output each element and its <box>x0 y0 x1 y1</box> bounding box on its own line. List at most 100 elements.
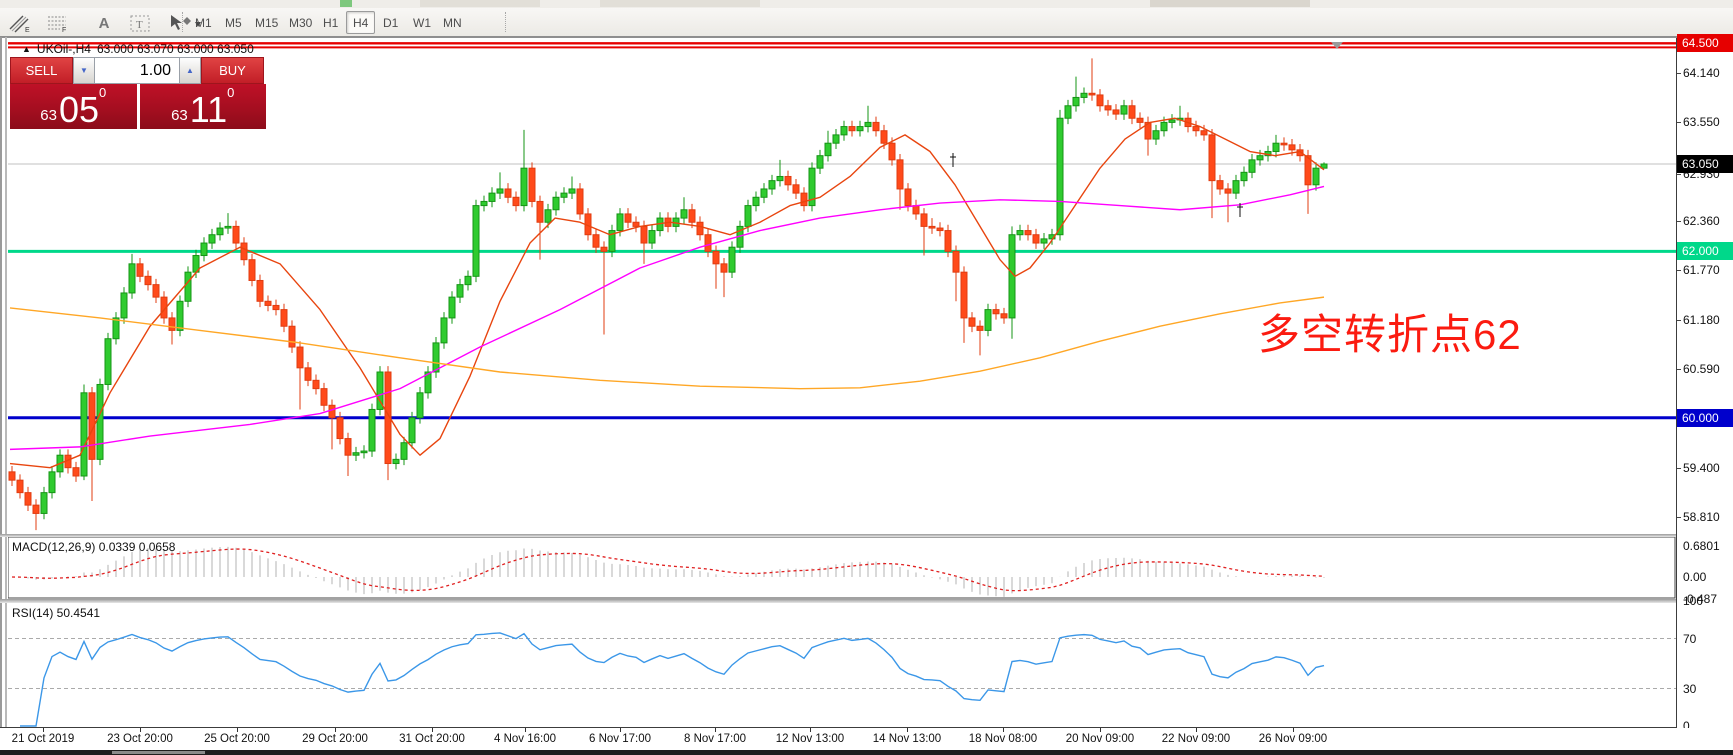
price-tick-label: 59.400 <box>1683 460 1720 475</box>
date-label: 12 Nov 13:00 <box>775 733 845 745</box>
sell-price-button[interactable]: 63 05 0 <box>10 84 137 129</box>
drawing-and-timeframe-toolbar: E F A T <box>0 8 1733 37</box>
date-tick <box>237 728 238 732</box>
price-badge-63.050: 63.050 <box>1677 155 1733 173</box>
clipped-bottom-tab <box>112 751 205 754</box>
macd-indicator-canvas <box>8 537 1676 599</box>
axis-tick <box>1677 73 1681 75</box>
price-badge-60.000: 60.000 <box>1677 408 1733 427</box>
date-tick <box>43 728 44 732</box>
macd-signal-line <box>11 548 1325 592</box>
rsi-line <box>20 632 1325 727</box>
axis-tick <box>1677 270 1681 272</box>
date-tick <box>140 728 141 732</box>
svg-text:F: F <box>62 27 66 33</box>
date-tick <box>1100 728 1101 732</box>
symbol-ohlc-values: 63.000 63.070 63.000 63.050 <box>96 42 254 56</box>
toolbar-separator <box>505 12 507 32</box>
buy-price-pip-digit: 0 <box>227 85 235 100</box>
date-tick <box>1293 728 1294 732</box>
text-label-icon[interactable]: A <box>88 10 120 36</box>
price-badge-62.000: 62.000 <box>1677 242 1733 261</box>
chart-left-border <box>0 37 2 755</box>
date-tick <box>715 728 716 732</box>
price-axis-border <box>1676 38 1677 750</box>
date-label: 21 Oct 2019 <box>11 733 75 745</box>
clipped-buttons <box>1150 0 1310 7</box>
date-label: 8 Nov 17:00 <box>683 733 747 745</box>
sell-price-pip-digit: 0 <box>99 85 107 100</box>
fast-ma-line <box>9 117 1325 469</box>
symbol-name: UKOil-,H4 <box>36 42 91 56</box>
clipped-buttons <box>600 0 760 7</box>
date-label: 25 Oct 20:00 <box>204 733 270 745</box>
svg-text:T: T <box>136 19 143 31</box>
price-tick-label: 60.590 <box>1683 361 1720 376</box>
date-tick <box>1003 728 1004 732</box>
date-label: 6 Nov 17:00 <box>588 733 652 745</box>
rsi-axis-label: 100 <box>1683 594 1704 608</box>
date-tick <box>907 728 908 732</box>
chart-header: ▲ UKOil-,H4 63.000 63.070 63.000 63.050 <box>22 42 254 56</box>
timeframe-button-m15[interactable]: M15 <box>255 15 279 30</box>
date-tick <box>810 728 811 732</box>
price-badge-64.500: 64.500 <box>1677 34 1733 53</box>
timeframe-button-mn[interactable]: MN <box>443 15 462 30</box>
clipped-icon <box>340 0 352 7</box>
sell-price-prefix: 63 <box>40 107 57 124</box>
price-pointer-icon <box>1331 42 1343 49</box>
timeframe-button-h4[interactable]: H4 <box>346 11 376 34</box>
axis-tick <box>1677 221 1681 223</box>
date-label: 31 Oct 20:00 <box>399 733 465 745</box>
macd-axis-label: 0.6801 <box>1683 538 1720 553</box>
fibonacci-grid-icon[interactable]: F <box>42 10 74 36</box>
macd-axis-label: 0.00 <box>1683 570 1707 584</box>
buy-price-prefix: 63 <box>171 107 188 124</box>
volume-input[interactable] <box>95 57 179 84</box>
date-tick <box>432 728 433 732</box>
date-axis[interactable]: 21 Oct 2019 23 Oct 20:00 25 Oct 20:00 29 Oc… <box>0 728 1733 750</box>
volume-increase-button[interactable]: ▲ <box>179 57 201 84</box>
timeframe-button-d1[interactable]: D1 <box>383 15 399 30</box>
timeframe-button-m5[interactable]: M5 <box>225 15 242 30</box>
slow-ma-line <box>9 296 1325 390</box>
macd-axis-label: -0.487 <box>1683 592 1718 607</box>
timeframe-button-m1[interactable]: M1 <box>195 15 212 30</box>
timeframe-button-h1[interactable]: H1 <box>323 15 339 30</box>
volume-decrease-button[interactable]: ▼ <box>73 57 95 84</box>
timeframe-button-w1[interactable]: W1 <box>413 15 431 30</box>
toolbar-separator <box>182 12 184 32</box>
axis-tick <box>1677 122 1681 124</box>
panel-splitter[interactable] <box>0 599 1733 603</box>
candles-group <box>8 58 1328 531</box>
arrow-objects-icon[interactable] <box>162 10 206 36</box>
price-tick-label: 63.550 <box>1683 115 1720 130</box>
price-tick-label: 58.810 <box>1683 509 1720 524</box>
price-axis[interactable]: 64.140 63.550 62.930 62.360 61.770 61.180 60.5… <box>1677 34 1733 750</box>
panel-splitter[interactable] <box>0 534 1733 537</box>
date-label: 14 Nov 13:00 <box>872 733 942 745</box>
horizontal-level-lines <box>8 42 1676 420</box>
rsi-axis-label: 30 <box>1683 681 1697 696</box>
date-label: 26 Nov 09:00 <box>1258 733 1328 745</box>
text-box-icon[interactable]: T <box>124 10 156 36</box>
collapse-data-icon[interactable]: ▲ <box>22 44 31 54</box>
buy-button[interactable]: BUY <box>201 57 264 84</box>
sell-button[interactable]: SELL <box>10 57 73 84</box>
price-tick-label: 61.770 <box>1683 263 1720 278</box>
timeframe-button-m30[interactable]: M30 <box>289 15 313 30</box>
macd-label: MACD(12,26,9) 0.0339 0.0658 <box>12 540 176 554</box>
cursor-cross <box>950 153 956 167</box>
equidistant-channel-icon[interactable]: E <box>4 10 36 36</box>
date-label: 20 Nov 09:00 <box>1065 733 1135 745</box>
date-tick <box>335 728 336 732</box>
price-tick-label: 62.360 <box>1683 214 1720 229</box>
axis-tick <box>1677 467 1681 469</box>
buy-price-button[interactable]: 63 11 0 <box>139 84 266 129</box>
cursor-cross <box>1237 203 1243 217</box>
clipped-buttons <box>420 0 540 7</box>
date-label: 4 Nov 16:00 <box>493 733 557 745</box>
axis-tick <box>1677 173 1681 175</box>
date-label: 29 Oct 20:00 <box>302 733 368 745</box>
clipped-bottom-bar <box>0 750 1733 755</box>
